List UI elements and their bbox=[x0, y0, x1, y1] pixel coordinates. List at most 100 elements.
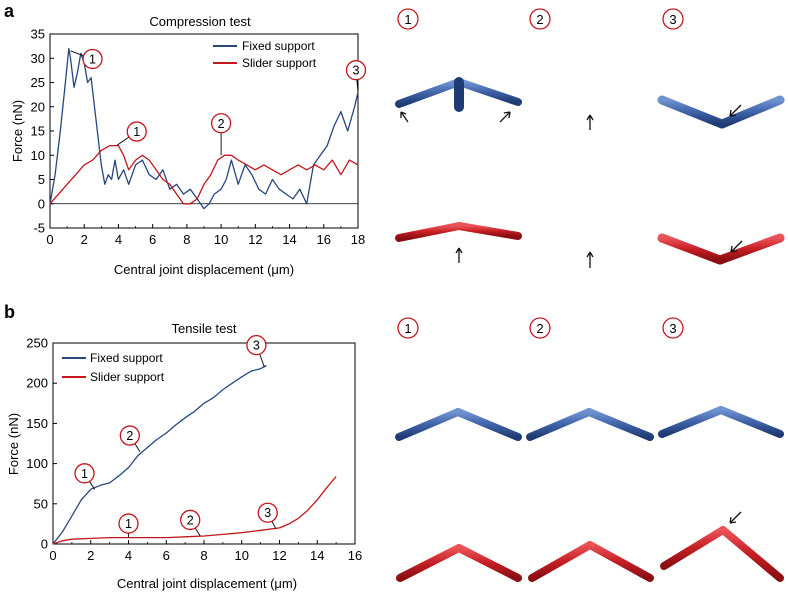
tripod-render-blue-a1 bbox=[395, 7, 522, 123]
x-tick-label: 10 bbox=[214, 232, 228, 247]
y-tick-label: 20 bbox=[31, 99, 45, 114]
render-label-circle: 2 bbox=[529, 317, 551, 339]
tripod-render-red-b1 bbox=[396, 467, 522, 587]
legend-label-fixed: Fixed support bbox=[242, 39, 315, 53]
x-tick-label: 14 bbox=[310, 548, 324, 563]
x-tick-label: 16 bbox=[317, 232, 331, 247]
svg-text:1: 1 bbox=[125, 517, 132, 531]
series-group bbox=[52, 364, 337, 545]
annotation-marker: 3 bbox=[345, 60, 367, 93]
chart-tensile: Tensile test 0 2 4 6 8 10 12 14 1605010015020025… bbox=[6, 321, 362, 591]
y-tick-label: 50 bbox=[34, 496, 48, 511]
svg-text:2: 2 bbox=[187, 513, 194, 527]
annotation-marker: 1 bbox=[70, 48, 103, 70]
y-tick-label: -5 bbox=[33, 221, 45, 236]
tripod-render-red-b2 bbox=[528, 463, 654, 587]
panel-label-b: b bbox=[4, 302, 15, 322]
x-tick-label: 2 bbox=[81, 232, 88, 247]
tripod-render-red-a1 bbox=[395, 147, 522, 263]
annotation-marker: 1 bbox=[118, 513, 139, 538]
svg-text:3: 3 bbox=[353, 64, 360, 78]
x-tick-label: 8 bbox=[183, 232, 190, 247]
x-tick-label: 12 bbox=[272, 548, 286, 563]
svg-text:2: 2 bbox=[536, 12, 543, 27]
x-tick-label: 6 bbox=[149, 232, 156, 247]
render-label-circle: 1 bbox=[397, 317, 419, 339]
x-tick-label: 12 bbox=[248, 232, 262, 247]
render-labels-a: 1 2 3 bbox=[397, 8, 684, 30]
legend-label-slider: Slider support bbox=[90, 370, 165, 384]
chart-title: Compression test bbox=[149, 14, 251, 29]
render-label-circle: 2 bbox=[529, 8, 551, 30]
svg-text:1: 1 bbox=[133, 125, 140, 139]
y-axis-label: Force (nN) bbox=[10, 100, 25, 162]
x-tick-label: 18 bbox=[351, 232, 365, 247]
annotation-marker: 2 bbox=[119, 425, 141, 452]
render-labels-b: 1 2 3 bbox=[397, 317, 684, 339]
y-tick-label: 35 bbox=[31, 27, 45, 42]
y-tick-label: 100 bbox=[26, 456, 48, 471]
y-tick-label: 250 bbox=[26, 336, 48, 351]
tripod-render-red-a3 bbox=[657, 184, 785, 265]
svg-text:1: 1 bbox=[81, 467, 88, 481]
x-axis-label: Central joint displacement (μm) bbox=[117, 576, 297, 591]
svg-text:1: 1 bbox=[404, 12, 411, 27]
series-group bbox=[49, 47, 359, 210]
x-tick-label: 14 bbox=[282, 232, 296, 247]
x-axis-label: Central joint displacement (μm) bbox=[114, 262, 294, 277]
x-tick-label: 0 bbox=[46, 232, 53, 247]
chart-compression: Compression test 0 2 4 6 8 10 12 14 16 18-5051015… bbox=[10, 14, 367, 277]
svg-text:3: 3 bbox=[669, 12, 676, 27]
annotation-marker: 2 bbox=[180, 509, 201, 537]
tripod-render-blue-b2 bbox=[526, 329, 654, 457]
series-line-slider bbox=[49, 144, 359, 205]
x-tick-label: 10 bbox=[235, 548, 249, 563]
y-tick-label: 10 bbox=[31, 148, 45, 163]
legend-label-slider: Slider support bbox=[242, 56, 317, 70]
annotation-marker: 2 bbox=[210, 113, 232, 156]
annotations-group: 1 1 2 3 bbox=[70, 48, 367, 156]
tripod-render-blue-a3 bbox=[657, 45, 785, 129]
series-line-fixed bbox=[49, 47, 359, 210]
svg-text:1: 1 bbox=[89, 52, 96, 66]
legend: Fixed support Slider support bbox=[62, 351, 165, 384]
chart-title: Tensile test bbox=[171, 321, 236, 336]
svg-text:2: 2 bbox=[126, 429, 133, 443]
tripod-render-blue-b3 bbox=[658, 317, 784, 455]
svg-text:3: 3 bbox=[669, 321, 676, 336]
annotation-marker: 1 bbox=[74, 463, 95, 490]
svg-text:3: 3 bbox=[253, 339, 260, 353]
y-tick-label: 5 bbox=[38, 172, 45, 187]
tripod-render-red-b3 bbox=[660, 454, 784, 583]
legend-label-fixed: Fixed support bbox=[90, 351, 163, 365]
annotation-marker: 3 bbox=[246, 334, 267, 368]
svg-text:2: 2 bbox=[218, 117, 225, 131]
render-label-circle: 3 bbox=[662, 317, 684, 339]
annotation-marker: 3 bbox=[257, 502, 278, 529]
y-tick-label: 25 bbox=[31, 75, 45, 90]
x-tick-label: 8 bbox=[200, 548, 207, 563]
annotation-marker: 1 bbox=[116, 121, 147, 146]
y-tick-label: 15 bbox=[31, 124, 45, 139]
y-tick-label: 200 bbox=[26, 376, 48, 391]
tripod-render-blue-a2 bbox=[526, 7, 657, 130]
x-tick-label: 4 bbox=[115, 232, 122, 247]
x-tick-label: 0 bbox=[49, 548, 56, 563]
panel-label-a: a bbox=[4, 1, 15, 21]
y-axis-label: Force (nN) bbox=[6, 413, 21, 475]
legend: Fixed support Slider support bbox=[213, 39, 317, 70]
y-tick-label: 0 bbox=[38, 196, 45, 211]
x-tick-label: 16 bbox=[348, 548, 362, 563]
annotations-group: 1 2 3 1 2 3 bbox=[74, 334, 278, 538]
tripod-render-blue-b1 bbox=[395, 329, 522, 457]
y-tick-label: 30 bbox=[31, 51, 45, 66]
x-tick-label: 2 bbox=[87, 548, 94, 563]
svg-text:1: 1 bbox=[404, 321, 411, 336]
svg-text:3: 3 bbox=[264, 506, 271, 520]
series-line-slider bbox=[52, 476, 337, 545]
y-tick-label: 150 bbox=[26, 416, 48, 431]
svg-text:2: 2 bbox=[536, 321, 543, 336]
